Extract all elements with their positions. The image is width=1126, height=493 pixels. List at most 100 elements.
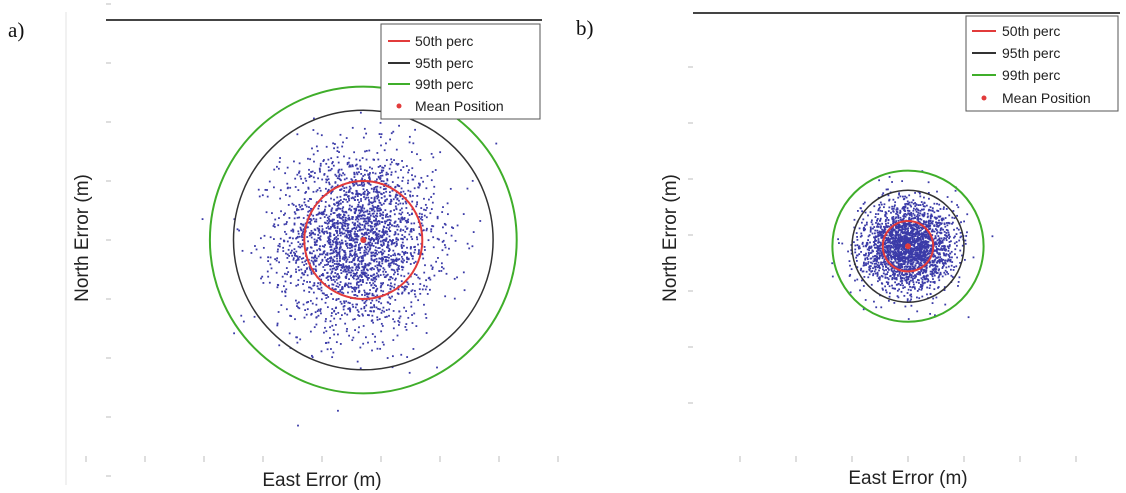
scatter-point: [905, 272, 908, 275]
scatter-point: [934, 249, 936, 252]
scatter-point: [948, 255, 951, 257]
scatter-point: [378, 230, 381, 233]
scatter-point: [365, 132, 368, 135]
scatter-point: [337, 252, 340, 255]
panel-a-label: a): [8, 18, 25, 42]
scatter-point: [938, 261, 941, 264]
scatter-point: [949, 259, 952, 261]
scatter-point: [337, 222, 340, 225]
scatter-point: [355, 265, 358, 268]
scatter-point: [346, 223, 349, 225]
scatter-point: [360, 173, 363, 175]
scatter-point: [917, 255, 920, 257]
scatter-point: [276, 283, 279, 286]
scatter-point: [948, 259, 951, 262]
scatter-point: [903, 251, 906, 254]
scatter-point: [346, 200, 349, 203]
scatter-point: [347, 223, 350, 226]
scatter-point: [867, 235, 870, 238]
scatter-point: [344, 225, 347, 228]
scatter-point: [337, 286, 340, 288]
scatter-point: [902, 231, 905, 234]
scatter-point: [915, 281, 918, 284]
scatter-point: [304, 269, 307, 272]
scatter-point: [372, 279, 374, 282]
scatter-point: [926, 250, 929, 253]
scatter-point: [929, 273, 932, 275]
scatter-point: [931, 234, 934, 236]
scatter-point: [358, 193, 361, 195]
scatter-point: [342, 270, 345, 273]
scatter-point: [378, 237, 381, 240]
scatter-point: [339, 199, 342, 201]
scatter-point: [922, 251, 925, 254]
scatter-point: [354, 290, 357, 293]
scatter-point: [879, 249, 882, 252]
scatter-point: [910, 295, 913, 298]
scatter-point: [399, 209, 402, 212]
scatter-point: [936, 239, 939, 242]
scatter-point: [399, 219, 402, 222]
scatter-point: [901, 265, 903, 268]
scatter-point: [911, 227, 913, 229]
scatter-point: [406, 220, 409, 222]
scatter-point: [902, 284, 904, 287]
scatter-point: [938, 203, 941, 206]
scatter-point: [367, 213, 370, 216]
scatter-point: [409, 194, 411, 197]
scatter-point: [389, 278, 391, 281]
scatter-point: [390, 240, 393, 242]
scatter-point: [904, 257, 907, 260]
scatter-point: [408, 233, 411, 236]
scatter-point: [335, 298, 338, 301]
scatter-point: [925, 229, 927, 232]
scatter-point: [357, 281, 360, 284]
scatter-point: [903, 222, 906, 225]
scatter-point: [299, 243, 302, 246]
scatter-point: [875, 221, 877, 224]
scatter-point: [918, 236, 921, 239]
scatter-point: [336, 216, 339, 219]
scatter-point: [265, 211, 268, 214]
scatter-point: [317, 308, 320, 311]
scatter-point: [261, 194, 264, 197]
scatter-point: [324, 208, 326, 211]
scatter-point: [349, 267, 351, 269]
scatter-point: [921, 287, 923, 290]
scatter-point: [323, 331, 325, 334]
scatter-point: [926, 293, 928, 296]
scatter-point: [924, 223, 927, 226]
scatter-point: [399, 194, 402, 197]
scatter-point: [879, 209, 882, 212]
scatter-point: [860, 221, 863, 224]
scatter-point: [312, 176, 315, 179]
scatter-point: [888, 199, 890, 202]
scatter-point: [348, 197, 350, 200]
scatter-point: [902, 247, 905, 250]
scatter-point: [857, 247, 860, 250]
scatter-point: [378, 191, 381, 194]
scatter-point: [905, 252, 907, 255]
scatter-point: [363, 294, 366, 297]
scatter-point: [898, 273, 901, 275]
scatter-point: [880, 306, 883, 309]
scatter-point: [451, 226, 453, 229]
scatter-point: [382, 270, 385, 273]
scatter-point: [404, 219, 407, 222]
scatter-point: [299, 206, 302, 208]
scatter-point: [892, 244, 895, 247]
scatter-point: [284, 295, 287, 298]
scatter-point: [924, 256, 927, 259]
scatter-point: [932, 264, 934, 267]
scatter-point: [939, 242, 941, 244]
scatter-point: [258, 195, 261, 198]
scatter-point: [410, 290, 413, 293]
scatter-point: [321, 272, 324, 275]
scatter-point: [394, 205, 397, 208]
scatter-point: [893, 302, 896, 304]
scatter-point: [381, 258, 384, 261]
scatter-point: [302, 217, 305, 219]
scatter-point: [909, 248, 912, 251]
scatter-point: [309, 223, 312, 225]
scatter-point: [890, 256, 893, 259]
